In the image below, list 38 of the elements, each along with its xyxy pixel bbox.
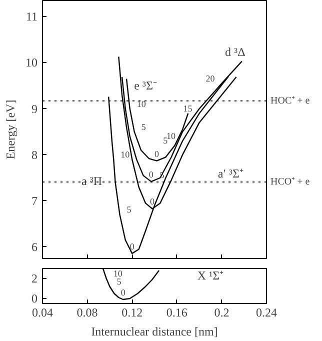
y-axis-title: Energy [eV] [4,100,18,160]
annotation: a ³Π [81,174,102,188]
x-tick-label: 0.08 [76,306,98,320]
annotation: 0 [148,170,154,180]
x-tick-label: 0.16 [166,306,188,320]
x-tick-label: 0.2 [214,306,230,320]
annotation: 10 [113,268,123,278]
y-tick-label: 11 [26,10,38,24]
x-axis-title: Internuclear distance [nm] [91,324,218,338]
annotation: d ³Δ [224,45,246,60]
y-tick-label: 6 [32,240,38,254]
annotation: 10 [166,131,176,142]
annotation: 0 [120,288,126,298]
x-tick-label: 0.24 [256,306,277,320]
annotation: e ³Σ⁻ [134,78,158,93]
x-tick-label: 0.12 [122,306,143,320]
y-tick-label: 8 [32,148,38,162]
annotation: 15 [183,103,193,114]
y-tick-label: 10 [26,56,38,70]
annotation: a′ ³Σ⁺ [218,166,244,180]
ref-line-label: HOC⁺ + e [270,95,310,106]
ref-line-label: HCO⁺ + e [270,176,310,188]
annotation: 5 [116,276,122,286]
annotation: 0 [130,241,135,252]
y-tick-label: 7 [32,194,38,208]
annotation: 20 [206,73,216,84]
annotation: 0 [150,196,156,207]
annotation: 0 [154,148,160,159]
annotation: 10 [136,98,146,109]
y-tick-label: 9 [32,102,38,116]
annotation: 5 [163,136,168,146]
annotation: 10 [120,149,130,160]
y-tick-label: 2 [32,272,38,286]
annotation: 5 [141,122,146,132]
annotation: 5 [126,204,132,215]
y-tick-label: 0 [32,292,38,306]
annotation: X ¹Σ⁺ [197,268,224,282]
x-tick-label: 0.04 [32,306,53,320]
